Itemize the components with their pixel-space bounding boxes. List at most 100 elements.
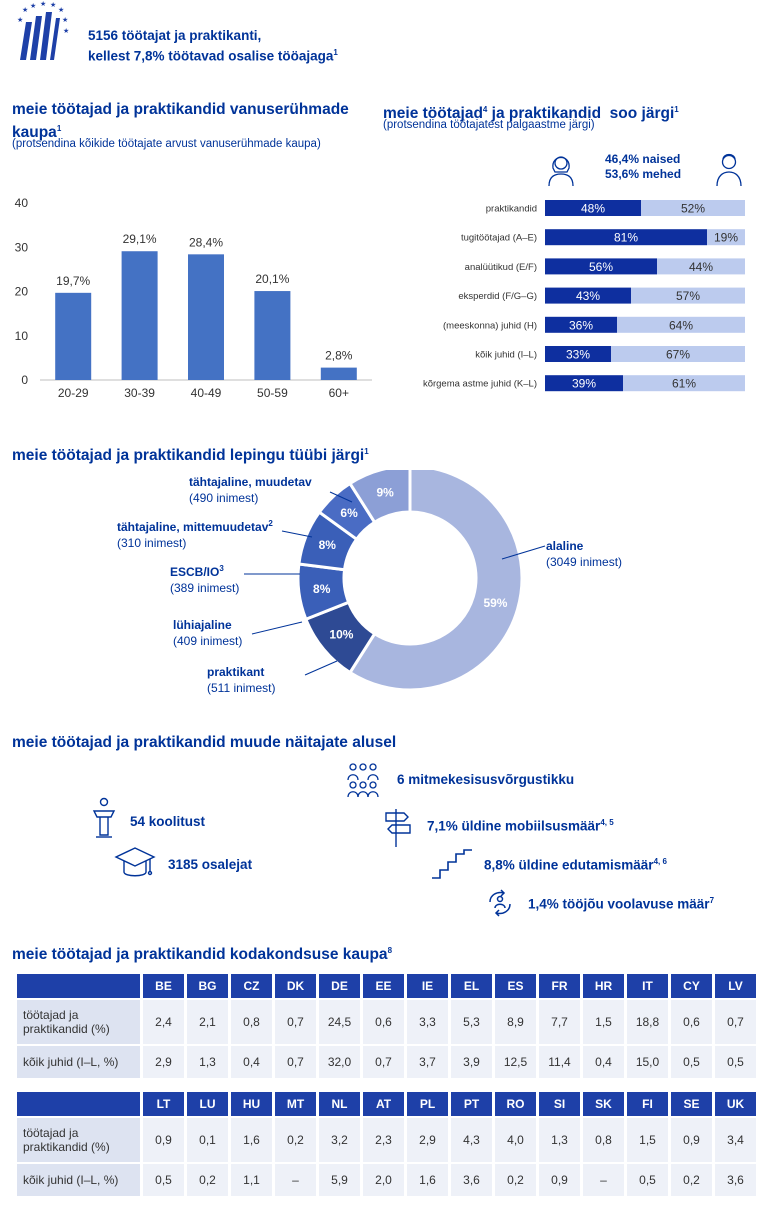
country-code-header: SK (583, 1092, 624, 1116)
y-tick-label: 0 (21, 373, 28, 387)
row-label: töötajad ja praktikandid (%) (17, 1000, 140, 1044)
table-cell: 0,9 (143, 1118, 184, 1162)
country-code-header: BE (143, 974, 184, 998)
table-cell: 3,9 (451, 1046, 492, 1078)
table-cell: 1,5 (583, 1000, 624, 1044)
y-tick-label: 10 (15, 329, 29, 343)
staff-row: töötajad ja praktikandid (%) 2,4 2,1 0,8 0,7… (17, 1000, 756, 1044)
table-cell: 0,2 (671, 1164, 712, 1196)
table-cell: 1,3 (539, 1118, 580, 1162)
table-cell: 1,3 (187, 1046, 228, 1078)
table-cell: 0,4 (583, 1046, 624, 1078)
slice-percent-label: 6% (340, 506, 358, 520)
slice-category-label: praktikant (207, 665, 264, 679)
gender-summary: 46,4% naised 53,6% mehed (605, 152, 681, 182)
women-bar (545, 316, 617, 333)
country-code-header: DE (319, 974, 360, 998)
country-code-header: BG (187, 974, 228, 998)
citizenship-title: meie töötajad ja praktikandid kodakondsu… (12, 946, 393, 964)
table-cell: 0,1 (187, 1118, 228, 1162)
graduation-cap-icon (114, 847, 156, 877)
age-bar (188, 254, 224, 380)
header-blank-cell (17, 1092, 140, 1116)
table-cell: 3,3 (407, 1000, 448, 1044)
contract-title: meie töötajad ja praktikandid lepingu tü… (12, 447, 369, 465)
table-cell: 0,6 (363, 1000, 404, 1044)
table-cell: 2,9 (143, 1046, 184, 1078)
svg-text:★: ★ (58, 6, 64, 14)
country-code-header: LT (143, 1092, 184, 1116)
men-value-label: 19% (714, 231, 738, 245)
x-tick-label: 40-49 (191, 386, 222, 400)
table-cell: 1,5 (627, 1118, 668, 1162)
women-bar (545, 346, 611, 362)
table-cell: 0,5 (671, 1046, 712, 1078)
table-cell: – (583, 1164, 624, 1196)
women-value-label: 81% (614, 231, 638, 245)
svg-text:★: ★ (63, 27, 69, 35)
table-cell: 18,8 (627, 1000, 668, 1044)
donut-slice (347, 470, 524, 692)
grade-label: tugitöötajad (A–E) (461, 233, 537, 244)
donut-slice (347, 470, 412, 525)
row-label: kõik juhid (I–L, %) (17, 1164, 140, 1196)
age-bar (55, 292, 92, 380)
country-code-header: IE (407, 974, 448, 998)
country-code-header: MT (275, 1092, 316, 1116)
other-title: meie töötajad ja praktikandid muude näit… (12, 734, 397, 751)
table-cell: 0,7 (275, 1046, 316, 1078)
age-data-label: 28,4% (189, 235, 223, 249)
women-bar (545, 287, 631, 304)
slice-count-label: (490 inimest) (189, 491, 258, 505)
table-cell: 0,8 (231, 1000, 272, 1044)
managers-row: kõik juhid (I–L, %) 2,9 1,3 0,4 0,7 32,0 0,7 3,… (17, 1046, 756, 1078)
table-cell: 5,9 (319, 1164, 360, 1196)
men-bar (631, 287, 745, 304)
x-tick-label: 50-59 (257, 386, 288, 400)
table-cell: 0,9 (671, 1118, 712, 1162)
table-cell: 0,2 (275, 1118, 316, 1162)
slice-percent-label: 10% (329, 628, 353, 642)
ecb-logo: ★ ★ ★ ★★★ ★★ (17, 0, 69, 60)
table-cell: 0,7 (275, 1000, 316, 1044)
age-subtitle: (protsendina kõikide töötajate arvust va… (12, 138, 321, 150)
country-code-header: UK (715, 1092, 756, 1116)
table-cell: 11,4 (539, 1046, 580, 1078)
header-blank-cell (17, 974, 140, 998)
men-bar (641, 200, 745, 216)
men-bar (707, 229, 745, 246)
country-code-header: EE (363, 974, 404, 998)
grade-label: (meeskonna) juhid (H) (443, 320, 537, 331)
table-cell: 5,3 (451, 1000, 492, 1044)
slice-category-label: lühiajaline (173, 618, 232, 632)
table-cell: 0,9 (539, 1164, 580, 1196)
table-cell: 0,5 (143, 1164, 184, 1196)
age-bar (121, 251, 158, 380)
country-code-header: IT (627, 974, 668, 998)
y-tick-label: 20 (15, 285, 29, 299)
mobility-indicator: 7,1% üldine mobiilsusmäär4, 5 (427, 818, 614, 834)
men-value-label: 57% (676, 289, 700, 303)
slice-count-label: (409 inimest) (173, 634, 242, 648)
country-code-header: FR (539, 974, 580, 998)
woman-icon (548, 156, 574, 187)
women-bar (545, 258, 657, 275)
country-code-header: CZ (231, 974, 272, 998)
y-tick-label: 40 (15, 196, 29, 210)
women-value-label: 33% (566, 348, 590, 362)
svg-text:★: ★ (40, 0, 46, 8)
svg-text:★: ★ (50, 1, 56, 9)
table-cell: 7,7 (539, 1000, 580, 1044)
gender-subtitle: (protsendina töötajatest palgaastme järg… (383, 119, 595, 131)
table-cell: 4,0 (495, 1118, 536, 1162)
gender-stacked-bar-chart: praktikandid 48% 52% tugitöötajad (A–E) 81% 1… (423, 200, 745, 392)
women-share: 46,4% naised (605, 152, 681, 166)
table-cell: 3,6 (715, 1164, 756, 1196)
age-bar (320, 367, 357, 380)
table-cell: 0,5 (627, 1164, 668, 1196)
rotation-icon (489, 889, 511, 917)
country-code-header: SE (671, 1092, 712, 1116)
country-code-header: PL (407, 1092, 448, 1116)
age-title: meie töötajad ja praktikandid vanuserühm… (12, 101, 349, 142)
signpost-icon (385, 809, 411, 847)
